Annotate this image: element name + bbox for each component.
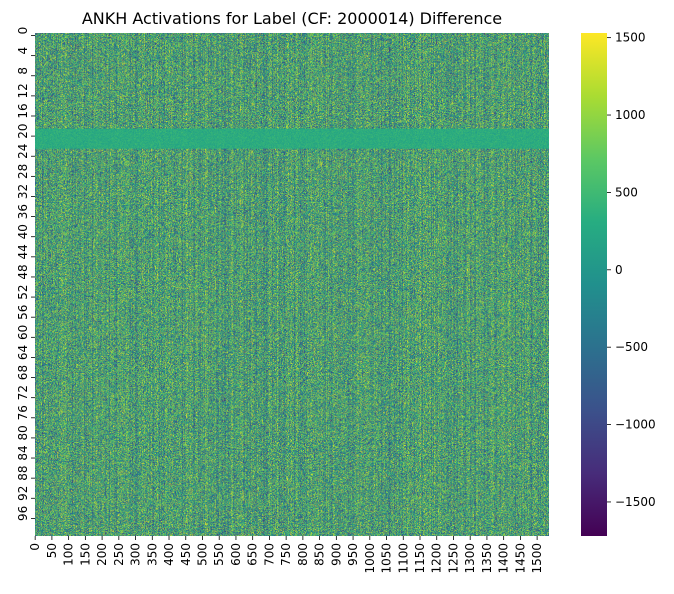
chart-title: ANKH Activations for Label (CF: 2000014)… <box>82 9 502 28</box>
x-tick-label: 850 <box>313 543 327 566</box>
x-tick-label: 350 <box>145 543 159 566</box>
x-tick-label: 750 <box>279 543 293 566</box>
colorbar-tick-label: 1000 <box>615 108 646 122</box>
y-tick-label: 28 <box>16 164 30 179</box>
x-tick-label: 150 <box>78 543 92 566</box>
y-tick-label: 88 <box>16 466 30 481</box>
x-tick-label: 700 <box>262 543 276 566</box>
x-tick-label: 100 <box>62 543 76 566</box>
y-tick-label: 20 <box>16 123 30 138</box>
y-tick-label: 8 <box>16 67 30 75</box>
x-tick-label: 950 <box>346 543 360 566</box>
y-tick-label: 96 <box>16 506 30 521</box>
heatmap-image <box>35 33 549 536</box>
colorbar: −1500 −1000 −500 0 500 1000 1500 <box>581 31 656 536</box>
y-tick-label: 64 <box>16 345 30 360</box>
x-tick-label: 250 <box>112 543 126 566</box>
x-tick-label: 650 <box>246 543 260 566</box>
y-tick-label: 12 <box>16 83 30 98</box>
y-tick-label: 68 <box>16 365 30 380</box>
y-tick-label: 52 <box>16 284 30 299</box>
y-tick-label: 84 <box>16 445 30 460</box>
y-axis: 0481216202428323640444852566064687276808… <box>16 27 35 521</box>
x-tick-label: 1400 <box>497 543 511 574</box>
colorbar-gradient <box>581 33 607 536</box>
y-tick-label: 36 <box>16 204 30 219</box>
y-tick-label: 40 <box>16 224 30 239</box>
y-tick-label: 24 <box>16 144 30 159</box>
x-tick-label: 550 <box>212 543 226 566</box>
x-tick-label: 1300 <box>463 543 477 574</box>
x-axis: 0 50 100 150 200 250 300 350 400 450 500 550 600 650 7… <box>28 536 544 574</box>
x-tick-label: 1500 <box>530 543 544 574</box>
x-tick-label: 1050 <box>380 543 394 574</box>
y-tick-label: 48 <box>16 264 30 279</box>
x-tick-label: 1150 <box>413 543 427 574</box>
y-tick-label: 44 <box>16 244 30 259</box>
y-tick-label: 76 <box>16 405 30 420</box>
heatmap-cells <box>35 33 549 536</box>
colorbar-tick-label: −1000 <box>615 418 656 432</box>
y-tick-label: 56 <box>16 305 30 320</box>
colorbar-tick-label: 1500 <box>615 31 646 45</box>
y-tick-label: 72 <box>16 385 30 400</box>
x-tick-label: 1250 <box>446 543 460 574</box>
x-tick-label: 1100 <box>396 543 410 574</box>
colorbar-tick-label: 500 <box>615 185 638 199</box>
y-tick-label: 0 <box>16 27 30 35</box>
x-tick-label: 50 <box>45 543 59 558</box>
y-tick-label: 4 <box>16 47 30 55</box>
x-tick-label: 1350 <box>480 543 494 574</box>
x-tick-label: 800 <box>296 543 310 566</box>
x-tick-label: 1000 <box>363 543 377 574</box>
x-tick-label: 300 <box>129 543 143 566</box>
x-tick-label: 200 <box>95 543 109 566</box>
x-tick-label: 1450 <box>513 543 527 574</box>
colorbar-tick-label: −1500 <box>615 495 656 509</box>
y-tick-label: 32 <box>16 184 30 199</box>
x-tick-label: 0 <box>28 543 42 551</box>
y-tick-label: 16 <box>16 103 30 118</box>
x-tick-label: 500 <box>195 543 209 566</box>
colorbar-tick-label: 0 <box>615 263 623 277</box>
x-tick-label: 400 <box>162 543 176 566</box>
x-tick-label: 900 <box>329 543 343 566</box>
colorbar-tick-label: −500 <box>615 340 648 354</box>
x-tick-label: 450 <box>179 543 193 566</box>
x-tick-label: 1200 <box>430 543 444 574</box>
x-tick-label: 600 <box>229 543 243 566</box>
y-tick-label: 80 <box>16 425 30 440</box>
y-tick-label: 92 <box>16 486 30 501</box>
y-tick-label: 60 <box>16 325 30 340</box>
